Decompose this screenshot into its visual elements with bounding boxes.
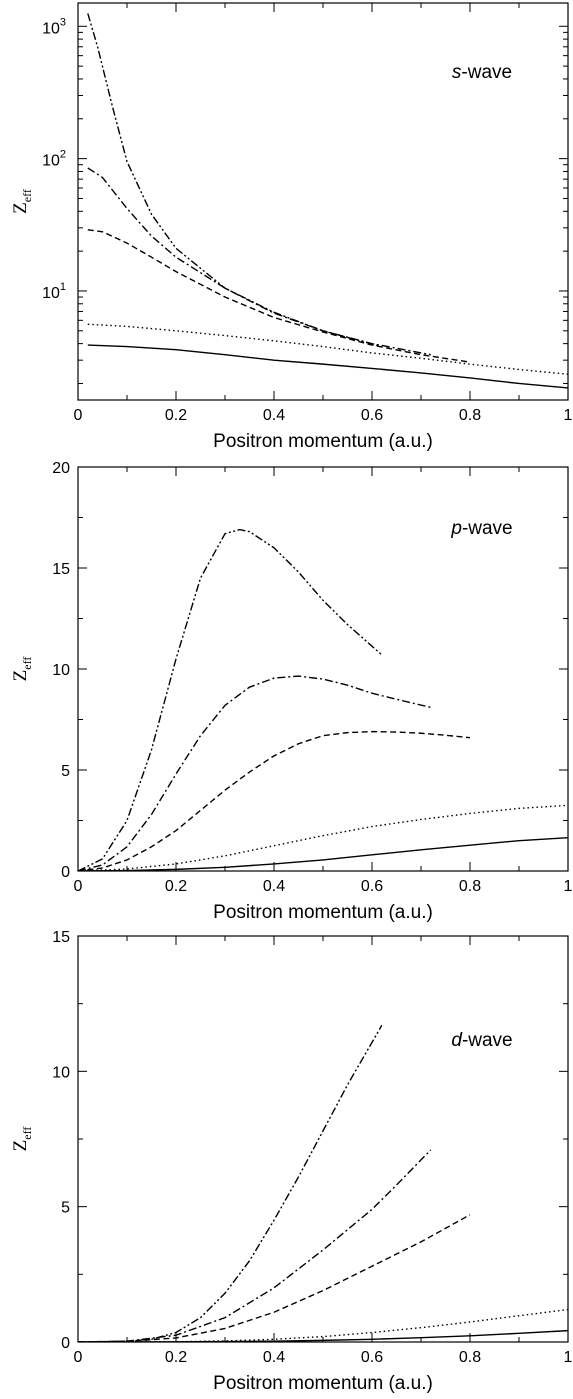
y-tick-label: 15 — [52, 929, 70, 946]
x-tick-label: 1 — [564, 407, 573, 424]
x-tick-label: 0.6 — [361, 1349, 383, 1366]
x-tick-label: 0.2 — [165, 407, 187, 424]
x-tick-label: 1 — [564, 1349, 573, 1366]
series-line-solid — [87, 344, 568, 389]
y-tick-label: 5 — [61, 1200, 70, 1217]
x-tick-label: 0.6 — [361, 407, 383, 424]
y-tick-label: 103 — [42, 16, 66, 37]
plot-frame — [77, 935, 569, 1343]
y-tick-label: 20 — [52, 460, 70, 477]
series-line-dashdot — [78, 1149, 432, 1342]
x-tick-label: 0 — [74, 878, 83, 895]
x-tick-label: 0.8 — [459, 407, 481, 424]
series-line-dotted — [78, 1308, 568, 1342]
x-tick-label: 0.4 — [263, 1349, 285, 1366]
series-line-dashed — [87, 229, 471, 363]
x-tick-label: 0.8 — [459, 1349, 481, 1366]
series-line-dashed — [78, 1214, 471, 1342]
x-tick-label: 1 — [564, 878, 573, 895]
y-tick-label: 10 — [52, 662, 70, 679]
y-tick-label: 101 — [42, 281, 66, 302]
panel-1: 0 0.2 0.4 0.6 0.8 1 101 102 103 Positron momentum… — [10, 2, 573, 452]
x-axis-label: Positron momentum (a.u.) — [213, 431, 433, 452]
y-axis-label: Zeff — [10, 657, 34, 682]
panel-annotation: s-wave — [452, 62, 512, 83]
y-tick-label: 0 — [61, 1335, 70, 1352]
x-tick-label: 0.2 — [165, 878, 187, 895]
x-tick-label: 0.4 — [263, 878, 285, 895]
series-line-dashdotdot — [87, 13, 382, 348]
y-tick-label: 0 — [61, 864, 70, 881]
y-axis-label: Zeff — [10, 189, 34, 214]
series-line-dashdotdot — [78, 528, 383, 871]
x-tick-label: 0 — [74, 407, 83, 424]
y-tick-label: 5 — [61, 763, 70, 780]
y-axis-label: Zeff — [10, 1127, 34, 1152]
x-tick-label: 0 — [74, 1349, 83, 1366]
x-tick-label: 0.8 — [459, 878, 481, 895]
series-line-solid — [78, 836, 568, 871]
series-line-dashdotdot — [78, 1024, 383, 1342]
y-tick-label: 102 — [42, 149, 66, 170]
series-line-dashed — [78, 730, 471, 871]
x-tick-label: 0.4 — [263, 407, 285, 424]
series-line-dashdot — [78, 675, 431, 871]
panel-annotation: d-wave — [451, 1030, 512, 1051]
series-line-dotted — [78, 804, 568, 871]
series-line-dashdot — [87, 167, 431, 356]
x-tick-label: 0.6 — [361, 878, 383, 895]
panel-annotation: p-wave — [450, 518, 512, 539]
x-axis-label: Positron momentum (a.u.) — [213, 902, 433, 923]
series-line-dotted — [87, 323, 568, 375]
x-tick-label: 0.2 — [165, 1349, 187, 1366]
x-axis-label: Positron momentum (a.u.) — [213, 1373, 433, 1394]
y-tick-label: 10 — [52, 1064, 70, 1081]
y-tick-label: 15 — [52, 561, 70, 578]
